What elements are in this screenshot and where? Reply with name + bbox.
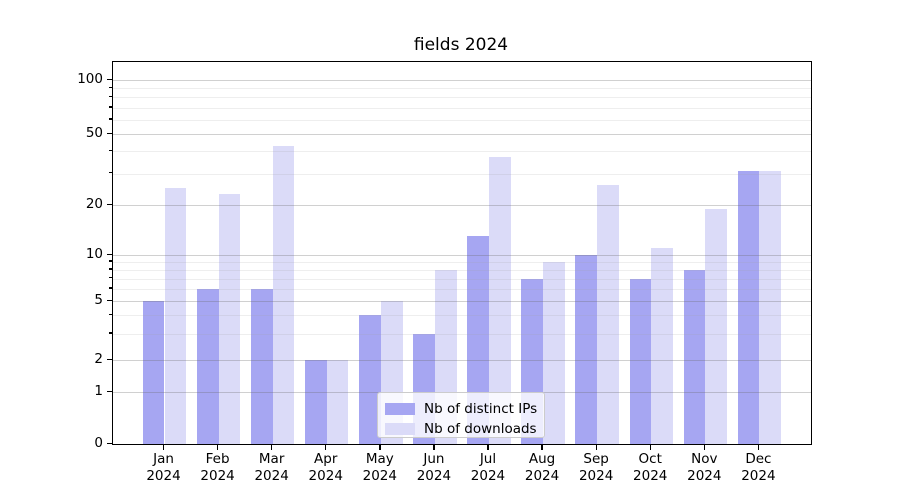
y-minor-tick-60 <box>108 118 112 120</box>
gridline-major-20 <box>113 205 811 206</box>
bar-downloads-mar <box>272 145 295 444</box>
y-tick-1 <box>106 390 112 392</box>
bar-downloads-apr <box>326 360 349 444</box>
bar-ips-jan <box>142 301 165 444</box>
plot-area <box>112 61 812 445</box>
gridline-minor-60 <box>113 119 811 121</box>
gridline-minor-90 <box>113 88 811 90</box>
legend-swatch-downloads <box>385 423 415 435</box>
x-tick-label-nov: Nov 2024 <box>687 451 722 484</box>
y-minor-tick-40 <box>108 149 112 152</box>
gridline-minor-8 <box>113 269 811 271</box>
x-tick-label-jun: Jun 2024 <box>416 451 452 484</box>
bar-ips-nov <box>683 269 706 444</box>
y-tick-10 <box>106 253 112 255</box>
bar-ips-dec <box>737 171 760 444</box>
gridline-minor-40 <box>113 151 811 153</box>
y-minor-tick-7 <box>108 277 112 279</box>
x-tick-label-mar: Mar 2024 <box>254 451 289 484</box>
x-tick-apr <box>325 444 327 450</box>
legend-swatch-distinct-ips <box>385 403 415 415</box>
bar-downloads-feb <box>218 194 241 444</box>
y-minor-tick-70 <box>108 106 112 108</box>
x-tick-sep <box>595 444 597 450</box>
x-tick-jan <box>162 444 165 450</box>
x-tick-label-sep: Sep 2024 <box>578 451 614 484</box>
y-tick-label-50: 50 <box>85 125 103 141</box>
gridline-minor-80 <box>113 97 811 99</box>
y-tick-label-10: 10 <box>85 246 103 262</box>
bar-downloads-sep <box>597 184 619 444</box>
gridline-major-5 <box>113 301 811 302</box>
y-tick-label-5: 5 <box>94 292 103 308</box>
legend: Nb of distinct IPs Nb of downloads <box>377 392 545 438</box>
y-tick-label-100: 100 <box>77 71 103 87</box>
gridline-minor-6 <box>113 288 811 290</box>
gridline-major-50 <box>113 134 811 135</box>
y-tick-2 <box>106 358 112 360</box>
x-tick-label-apr: Apr 2024 <box>308 451 343 484</box>
x-tick-label-dec: Dec 2024 <box>741 451 776 484</box>
gridline-minor-3 <box>113 333 811 335</box>
y-minor-tick-6 <box>108 287 112 289</box>
legend-label-downloads: Nb of downloads <box>424 421 537 437</box>
y-tick-label-0: 0 <box>94 435 103 451</box>
bar-downloads-jan <box>164 187 187 444</box>
gridline-major-100 <box>113 80 811 81</box>
y-tick-50 <box>106 132 112 134</box>
x-tick-jun <box>433 444 435 450</box>
gridline-minor-30 <box>113 173 811 175</box>
y-minor-tick-30 <box>108 172 112 174</box>
y-tick-20 <box>106 203 112 205</box>
bar-ips-may <box>359 315 381 444</box>
y-minor-tick-9 <box>108 260 112 262</box>
gridline-minor-4 <box>113 315 811 317</box>
chart-title: fields 2024 <box>413 35 509 55</box>
bar-ips-feb <box>196 288 219 444</box>
legend-item-distinct-ips: Nb of distinct IPs <box>385 399 538 419</box>
gridline-major-2 <box>113 360 811 361</box>
x-tick-feb <box>216 444 219 450</box>
x-tick-may <box>379 444 381 450</box>
x-tick-label-jan: Jan 2024 <box>146 451 181 484</box>
y-minor-tick-3 <box>108 332 112 334</box>
x-tick-nov <box>703 444 705 450</box>
legend-label-distinct-ips: Nb of distinct IPs <box>424 401 538 417</box>
bar-downloads-oct <box>651 248 673 444</box>
y-minor-tick-4 <box>108 313 112 316</box>
bar-ips-sep <box>575 255 598 444</box>
y-tick-label-20: 20 <box>85 196 103 212</box>
gridline-minor-70 <box>113 107 811 109</box>
bar-ips-oct <box>629 278 652 444</box>
y-minor-tick-90 <box>108 86 112 88</box>
y-tick-label-1: 1 <box>94 383 103 399</box>
bar-downloads-aug <box>543 262 565 444</box>
bar-downloads-nov <box>705 208 727 444</box>
y-tick-100 <box>106 78 112 80</box>
gridline-minor-7 <box>113 278 811 280</box>
bar-ips-apr <box>305 360 327 444</box>
x-tick-dec <box>757 444 760 450</box>
x-tick-oct <box>649 444 651 450</box>
x-tick-label-jul: Jul 2024 <box>470 451 506 484</box>
x-tick-label-aug: Aug 2024 <box>524 451 560 484</box>
y-minor-tick-80 <box>108 95 112 98</box>
x-tick-mar <box>271 444 273 450</box>
bar-ips-mar <box>250 288 273 444</box>
y-minor-tick-8 <box>108 268 112 270</box>
x-tick-aug <box>541 444 543 450</box>
y-tick-0 <box>106 442 112 444</box>
x-tick-jul <box>487 444 489 450</box>
gridline-minor-9 <box>113 261 811 263</box>
x-tick-label-may: May 2024 <box>362 451 397 484</box>
x-tick-label-oct: Oct 2024 <box>633 451 668 484</box>
y-tick-label-2: 2 <box>94 351 103 367</box>
bar-downloads-dec <box>759 171 782 444</box>
bar-downloads-jul <box>488 157 511 444</box>
x-tick-label-feb: Feb 2024 <box>200 451 235 484</box>
y-tick-5 <box>106 299 112 301</box>
gridline-major-10 <box>113 255 811 256</box>
legend-item-downloads: Nb of downloads <box>385 419 537 439</box>
